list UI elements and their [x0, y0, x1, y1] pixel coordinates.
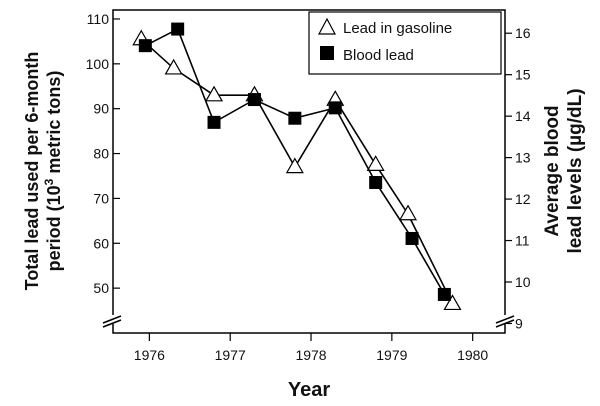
y-right-axis-title-line1: Average blood [542, 105, 563, 236]
gasoline-point [164, 58, 183, 75]
gasoline-point [443, 294, 462, 311]
y-right-tick-label: 12 [515, 191, 531, 207]
x-tick-label: 1979 [376, 347, 407, 363]
y-right-axis-title-line2: lead levels (µg/dL) [565, 88, 586, 253]
x-tick-label: 1977 [215, 347, 246, 363]
gasoline-point [285, 157, 304, 174]
x-axis-title: Year [288, 379, 330, 401]
y-right-tick-label: 14 [515, 108, 531, 124]
y-right-tick-label: 10 [515, 274, 531, 290]
y-left-tick-label: 100 [86, 56, 110, 72]
y-left-tick-label: 90 [93, 101, 109, 117]
y-left-axis-title-line2: period (103 metric tons) [42, 71, 64, 272]
blood-lead-point [437, 287, 451, 301]
y-right-tick-label: 15 [515, 67, 531, 83]
y-left-axis-ticks: 50 60 70 80 90 100 110 [86, 11, 120, 296]
y-left-axis-title-line1: Total lead used per 6-month [22, 52, 42, 291]
legend-label-gasoline: Lead in gasoline [343, 20, 452, 37]
legend-label-blood: Blood lead [343, 47, 414, 64]
y-left-axis-title: Total lead used per 6-month period (103 … [22, 52, 64, 291]
y-right-axis-title: Average blood lead levels (µg/dL) [542, 88, 586, 253]
blood-lead-point [288, 111, 302, 125]
blood-lead-point [405, 231, 419, 245]
y-right-tick-label: 13 [515, 150, 531, 166]
y-right-axis-ticks: 9 10 11 12 13 14 15 16 [505, 25, 531, 331]
y-left-tick-label: 70 [93, 190, 109, 206]
y-left-tick-label: 60 [93, 235, 109, 251]
legend: Lead in gasoline Blood lead [308, 11, 502, 75]
y-right-tick-label: 9 [515, 315, 523, 331]
x-tick-label: 1980 [457, 347, 488, 363]
y-left-tick-label: 110 [87, 11, 110, 27]
legend-triangle-icon [318, 17, 336, 35]
legend-box [308, 11, 502, 75]
blood-lead-point [138, 39, 152, 53]
y-left-tick-label: 80 [93, 146, 109, 162]
legend-square-icon [320, 46, 334, 60]
blood-lead-point [369, 175, 383, 189]
gasoline-point [398, 204, 418, 221]
y-left-tick-label: 50 [93, 280, 109, 296]
blood-lead-point [171, 22, 185, 36]
blood-lead-point [247, 93, 261, 107]
x-axis-ticks: 1976 1977 1978 1979 1980 [134, 333, 488, 363]
x-tick-label: 1976 [134, 347, 165, 363]
gasoline-point [204, 85, 224, 102]
series-layer [132, 22, 462, 311]
x-tick-label: 1978 [295, 347, 326, 363]
blood-lead-point [207, 115, 221, 129]
blood-lead-point [328, 101, 342, 115]
gasoline-point [366, 155, 385, 171]
y-right-tick-label: 11 [515, 233, 530, 249]
axis-break-left [102, 315, 122, 328]
y-right-tick-label: 16 [515, 25, 531, 41]
